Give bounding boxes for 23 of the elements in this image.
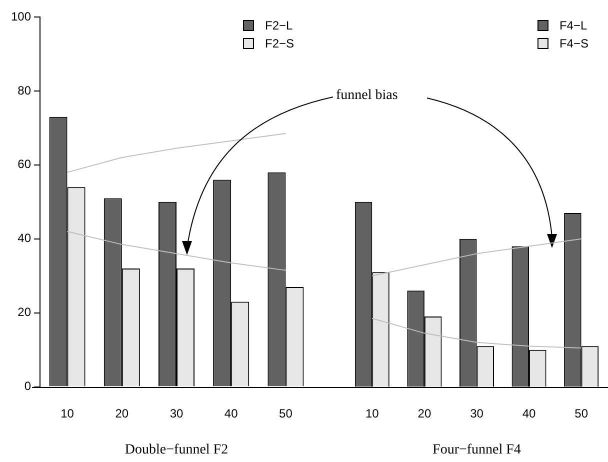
- x-axis-title: Four−funnel F4: [432, 442, 521, 458]
- x-tick-label: 40: [224, 406, 238, 420]
- y-tick-label: 20: [18, 305, 32, 320]
- x-tick-label: 40: [522, 406, 536, 420]
- x-tick-label: 50: [574, 406, 588, 420]
- legend-label: F2−L: [265, 18, 294, 32]
- y-tick-label: 40: [18, 231, 32, 246]
- legend-label: F4−S: [559, 36, 588, 50]
- y-tick-label: 0: [24, 379, 32, 394]
- annotation: funnel bias: [334, 88, 400, 104]
- x-tick-label: 20: [418, 406, 432, 420]
- legend-label: F4−L: [559, 18, 588, 32]
- x-tick-label: 30: [470, 406, 484, 420]
- y-tick-label: 80: [18, 83, 32, 98]
- y-tick-label: 60: [18, 157, 32, 172]
- x-tick-label: 50: [279, 406, 293, 420]
- x-tick-label: 20: [115, 406, 129, 420]
- legend-label: F2−S: [265, 36, 294, 50]
- x-axis-title: Double−funnel F2: [124, 442, 228, 458]
- x-tick-label: 10: [60, 406, 74, 420]
- x-tick-label: 10: [365, 406, 380, 420]
- x-tick-label: 30: [170, 406, 184, 420]
- y-tick-label: 100: [10, 9, 32, 24]
